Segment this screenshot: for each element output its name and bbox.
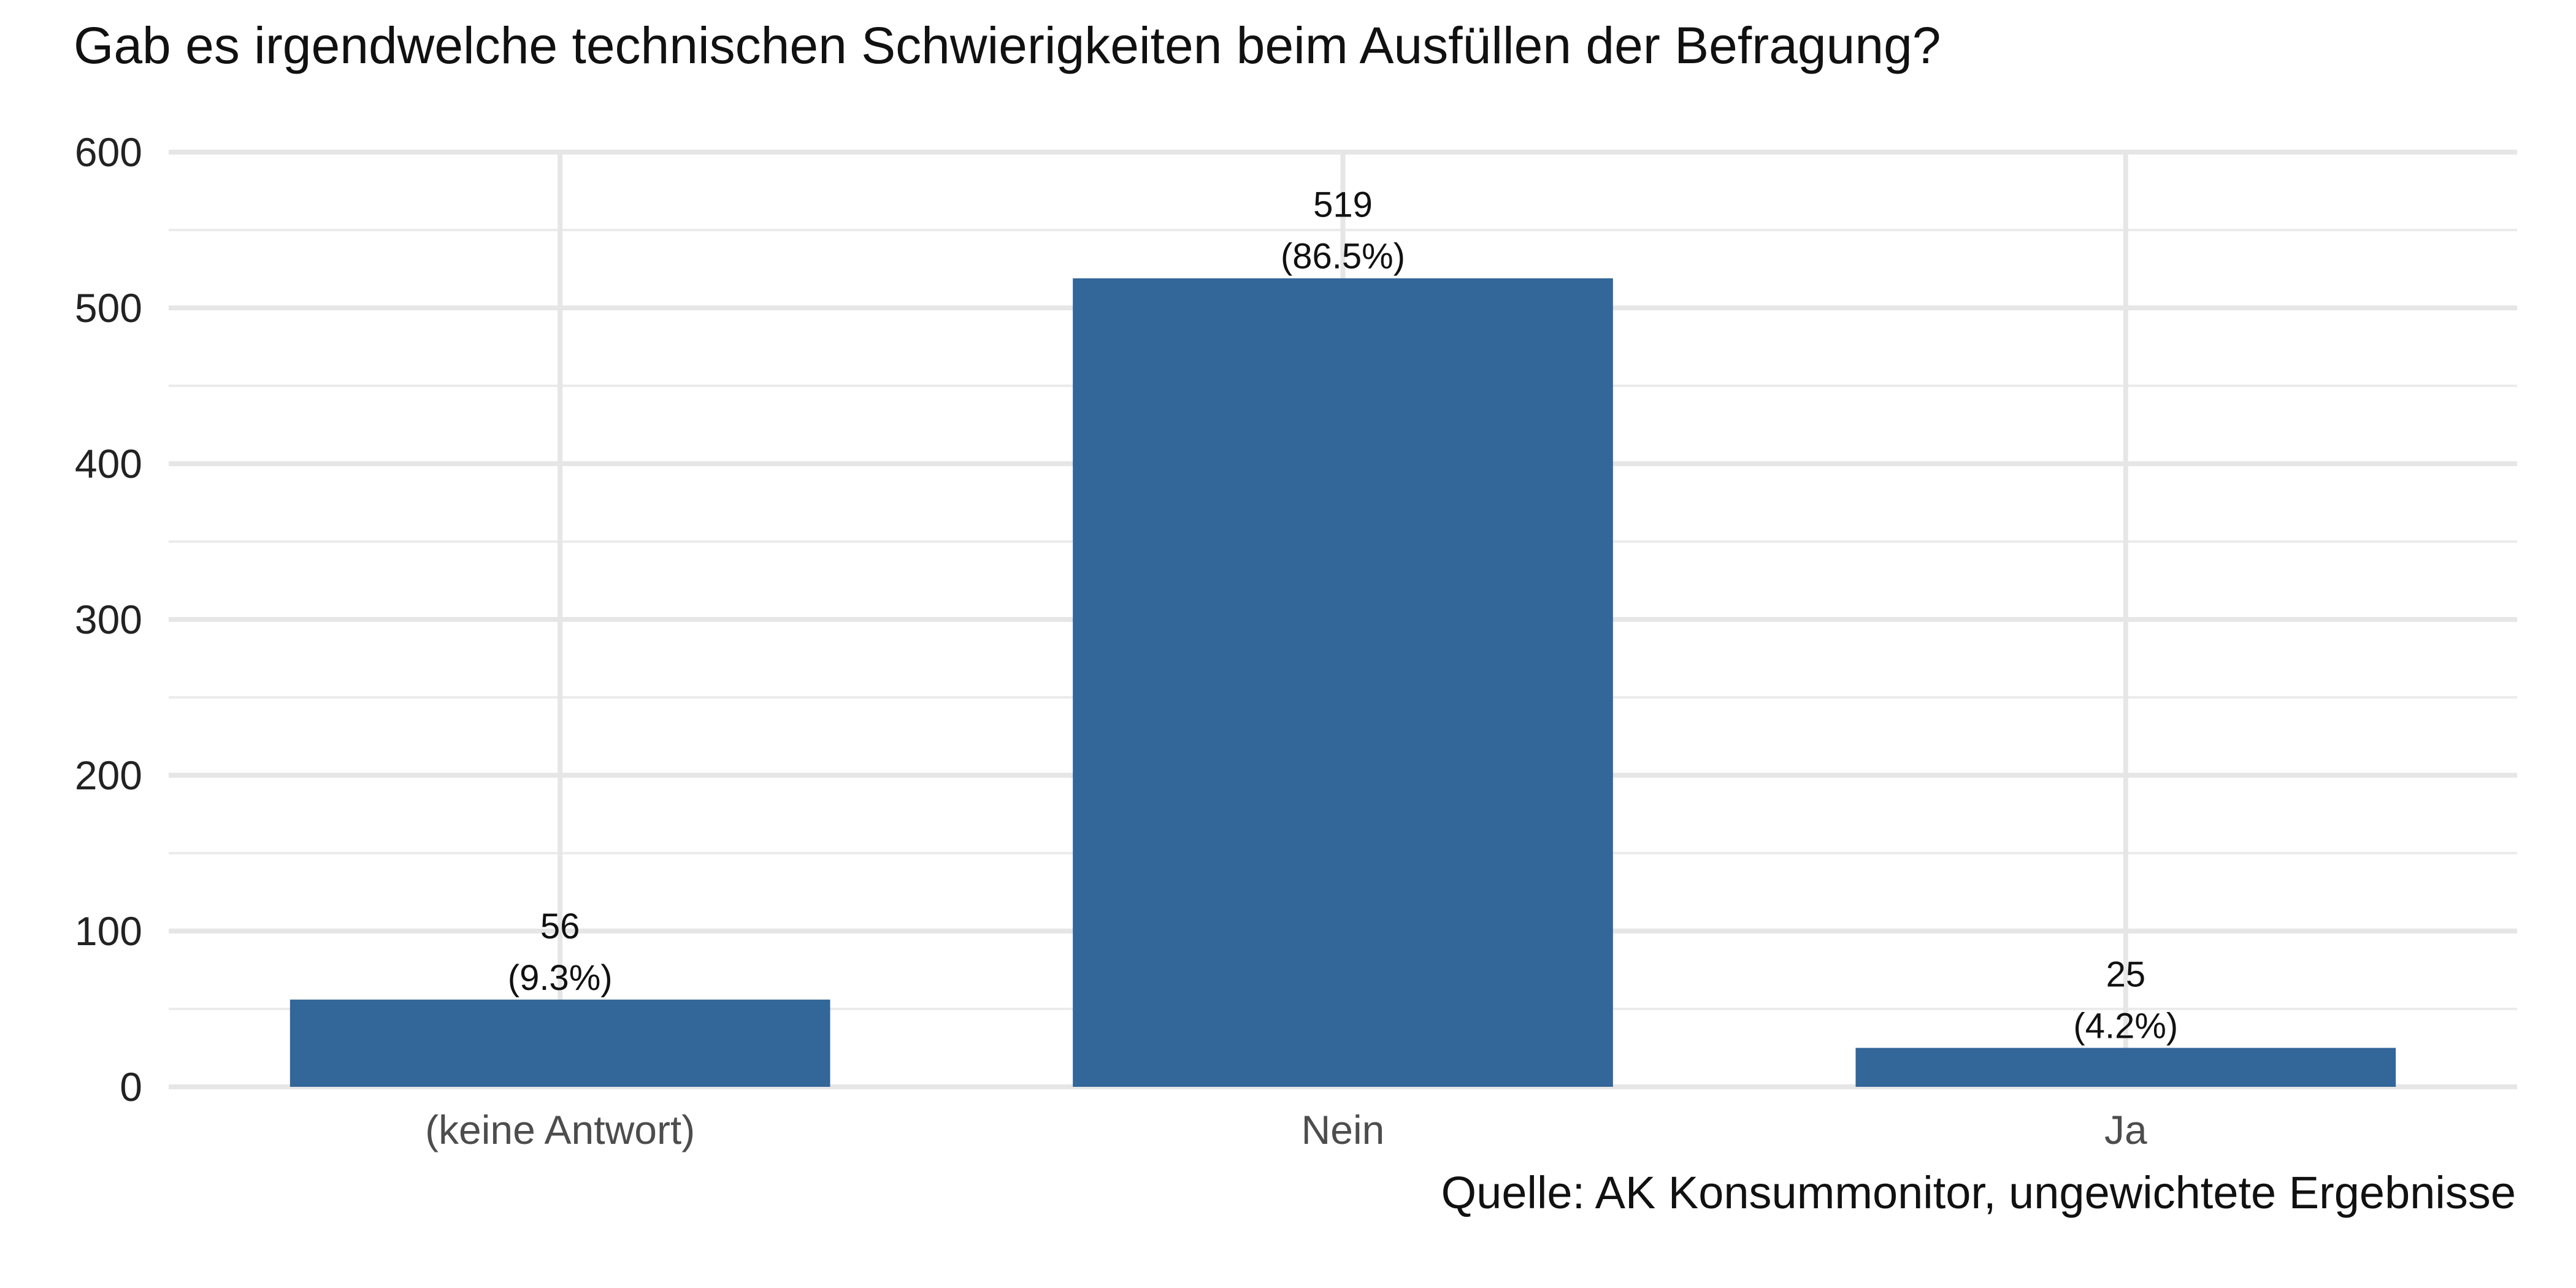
y-tick-label: 100 xyxy=(75,908,142,954)
bar-percent-label: (9.3%) xyxy=(508,958,613,998)
y-tick-label: 500 xyxy=(75,285,142,331)
bars xyxy=(289,278,2396,1087)
y-tick-label: 400 xyxy=(75,441,142,486)
x-tick-label: (keine Antwort) xyxy=(425,1107,695,1152)
y-tick-label: 200 xyxy=(75,753,142,798)
y-tick-label: 300 xyxy=(75,597,142,642)
bar xyxy=(1855,1048,2396,1087)
chart-title: Gab es irgendwelche technischen Schwieri… xyxy=(74,17,1941,74)
chart-caption: Quelle: AK Konsummonitor, ungewichtete E… xyxy=(1441,1167,2516,1218)
bar-percent-label: (4.2%) xyxy=(2073,1006,2178,1046)
y-tick-label: 600 xyxy=(75,129,142,175)
bar xyxy=(289,999,830,1087)
bar xyxy=(1073,278,1613,1087)
y-axis-tick-labels: 0 100 200 300 400 500 600 xyxy=(75,129,142,1110)
bar-value-label: 25 xyxy=(2106,955,2146,995)
bar-percent-label: (86.5%) xyxy=(1281,237,1405,277)
x-tick-label: Ja xyxy=(2104,1107,2147,1152)
x-tick-label: Nein xyxy=(1301,1107,1385,1152)
bar-value-label: 519 xyxy=(1313,185,1373,225)
bar-value-label: 56 xyxy=(540,907,580,946)
y-tick-label: 0 xyxy=(120,1064,142,1110)
data-labels: 56 (9.3%) 519 (86.5%) 25 (4.2%) xyxy=(508,185,2178,1046)
x-axis-tick-labels: (keine Antwort) Nein Ja xyxy=(425,1107,2147,1152)
